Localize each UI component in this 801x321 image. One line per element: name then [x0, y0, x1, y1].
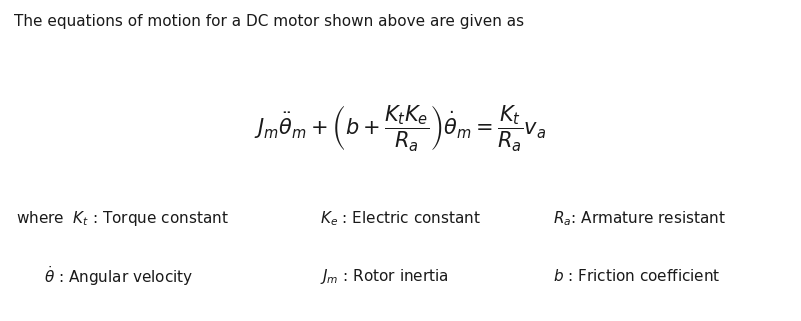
Text: The equations of motion for a DC motor shown above are given as: The equations of motion for a DC motor s…	[14, 14, 525, 30]
Text: $\dot{\theta}$ : Angular velocity: $\dot{\theta}$ : Angular velocity	[44, 264, 194, 288]
Text: $b$ : Friction coefficient: $b$ : Friction coefficient	[553, 268, 720, 284]
Text: $J_m$ : Rotor inertia: $J_m$ : Rotor inertia	[320, 266, 449, 286]
Text: $J_m\ddot{\theta}_m + \left(b + \dfrac{K_t K_e}{R_a}\right)\dot{\theta}_m = \dfr: $J_m\ddot{\theta}_m + \left(b + \dfrac{K…	[255, 103, 546, 153]
Text: $K_e$ : Electric constant: $K_e$ : Electric constant	[320, 209, 481, 228]
Text: $R_a$: Armature resistant: $R_a$: Armature resistant	[553, 209, 726, 228]
Text: where  $K_t$ : Torque constant: where $K_t$ : Torque constant	[16, 209, 229, 228]
